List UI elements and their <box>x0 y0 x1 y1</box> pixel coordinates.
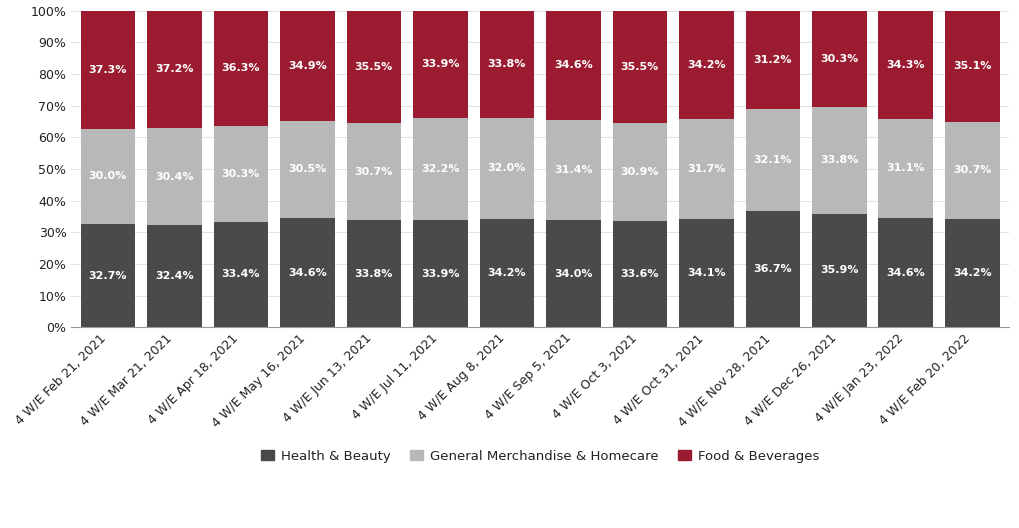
Bar <box>679 11 734 119</box>
Bar <box>878 11 933 119</box>
Text: 35.5%: 35.5% <box>621 62 659 72</box>
Bar <box>546 11 600 120</box>
Text: 30.3%: 30.3% <box>820 53 858 63</box>
Bar <box>612 11 667 123</box>
Text: 31.1%: 31.1% <box>887 164 925 174</box>
Bar <box>413 220 468 327</box>
Text: 30.9%: 30.9% <box>621 167 659 177</box>
Text: 34.0%: 34.0% <box>554 269 593 278</box>
Bar <box>346 11 401 123</box>
Text: 32.7%: 32.7% <box>89 270 127 280</box>
Text: 35.1%: 35.1% <box>953 61 991 71</box>
Bar <box>413 11 468 118</box>
Text: 31.7%: 31.7% <box>687 164 726 174</box>
Bar <box>746 211 800 327</box>
Text: 30.7%: 30.7% <box>355 167 393 177</box>
Text: 34.6%: 34.6% <box>288 268 327 278</box>
Bar <box>945 219 1000 327</box>
Bar <box>878 119 933 218</box>
Bar <box>81 129 136 224</box>
Bar <box>480 219 534 327</box>
Text: 36.7%: 36.7% <box>753 264 792 274</box>
Bar <box>812 107 866 214</box>
Text: 37.2%: 37.2% <box>155 64 194 74</box>
Text: 35.9%: 35.9% <box>820 266 859 276</box>
Bar <box>746 109 800 211</box>
Bar <box>746 11 800 109</box>
Legend: Health & Beauty, General Merchandise & Homecare, Food & Beverages: Health & Beauty, General Merchandise & H… <box>257 446 823 467</box>
Text: 32.2%: 32.2% <box>421 164 460 174</box>
Bar <box>81 224 136 327</box>
Bar <box>612 123 667 221</box>
Bar <box>878 218 933 327</box>
Text: 30.7%: 30.7% <box>953 165 991 175</box>
Text: 31.2%: 31.2% <box>753 55 792 65</box>
Text: 34.2%: 34.2% <box>687 60 726 70</box>
Text: 34.9%: 34.9% <box>288 61 327 71</box>
Bar <box>945 122 1000 219</box>
Bar <box>679 219 734 327</box>
Bar <box>147 128 202 225</box>
Text: 30.5%: 30.5% <box>288 164 326 174</box>
Text: 33.8%: 33.8% <box>355 269 393 279</box>
Bar <box>812 11 866 107</box>
Text: 33.4%: 33.4% <box>221 269 260 279</box>
Bar <box>147 225 202 327</box>
Bar <box>280 121 334 218</box>
Bar <box>214 222 268 327</box>
Text: 30.4%: 30.4% <box>155 172 194 182</box>
Text: 33.9%: 33.9% <box>421 59 460 69</box>
Text: 34.3%: 34.3% <box>887 60 925 70</box>
Bar <box>81 11 136 129</box>
Bar <box>612 221 667 327</box>
Text: 32.0%: 32.0% <box>488 163 526 173</box>
Text: 34.6%: 34.6% <box>887 268 925 278</box>
Bar <box>280 11 334 121</box>
Text: 32.4%: 32.4% <box>155 271 194 281</box>
Bar <box>812 214 866 327</box>
Text: 30.0%: 30.0% <box>89 171 127 181</box>
Text: 31.4%: 31.4% <box>554 165 593 175</box>
Bar <box>546 120 600 220</box>
Bar <box>346 123 401 220</box>
Text: 33.8%: 33.8% <box>488 59 526 69</box>
Text: 37.3%: 37.3% <box>89 64 127 74</box>
Bar <box>214 126 268 222</box>
Bar <box>546 220 600 327</box>
Bar <box>280 218 334 327</box>
Bar <box>346 220 401 327</box>
Text: 36.3%: 36.3% <box>221 63 260 73</box>
Bar <box>147 11 202 128</box>
Bar <box>679 119 734 219</box>
Bar <box>945 11 1000 122</box>
Text: 35.5%: 35.5% <box>355 62 393 72</box>
Text: 30.3%: 30.3% <box>222 168 260 178</box>
Text: 34.6%: 34.6% <box>554 60 593 70</box>
Bar <box>480 118 534 219</box>
Text: 33.6%: 33.6% <box>621 269 659 279</box>
Bar <box>413 118 468 220</box>
Text: 34.2%: 34.2% <box>953 268 991 278</box>
Bar <box>214 11 268 126</box>
Text: 33.9%: 33.9% <box>421 269 460 279</box>
Text: 32.1%: 32.1% <box>753 155 792 165</box>
Text: 34.1%: 34.1% <box>687 268 726 278</box>
Text: 34.2%: 34.2% <box>487 268 526 278</box>
Bar <box>480 11 534 118</box>
Text: 33.8%: 33.8% <box>820 155 858 165</box>
